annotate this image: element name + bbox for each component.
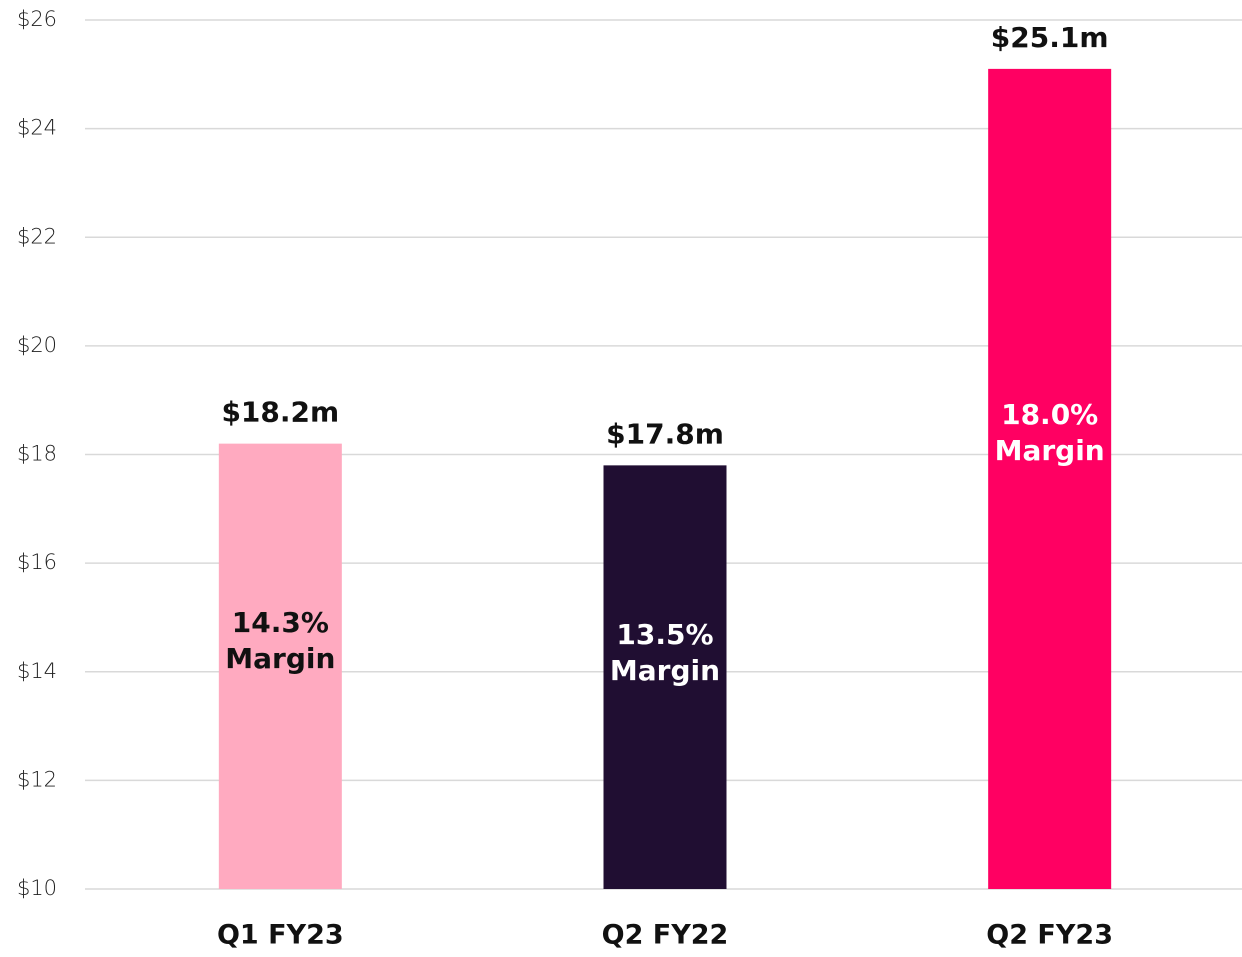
margin-label: Margin [225, 642, 335, 675]
y-tick-label: $16 [17, 550, 57, 574]
margin-label: 13.5% [616, 618, 713, 651]
value-label: $18.2m [221, 396, 339, 429]
margin-label: 18.0% [1001, 398, 1098, 431]
x-tick-label: Q1 FY23 [217, 920, 344, 951]
margin-label: 14.3% [232, 606, 329, 639]
y-tick-label: $26 [17, 7, 57, 31]
value-label: $25.1m [991, 21, 1109, 54]
x-tick-label: Q2 FY22 [602, 920, 729, 951]
y-tick-label: $12 [17, 767, 57, 791]
y-tick-label: $20 [17, 333, 57, 357]
bar [603, 465, 727, 889]
bar [988, 68, 1112, 890]
y-tick-label: $10 [17, 876, 57, 900]
y-tick-label: $18 [17, 442, 57, 466]
y-tick-label: $22 [17, 224, 57, 248]
y-tick-label: $24 [17, 116, 57, 140]
value-label: $17.8m [606, 417, 724, 450]
bar [218, 443, 342, 889]
y-tick-label: $14 [17, 659, 57, 683]
margin-label: Margin [610, 654, 720, 687]
margin-label: Margin [995, 434, 1105, 467]
x-tick-label: Q2 FY23 [986, 920, 1113, 951]
